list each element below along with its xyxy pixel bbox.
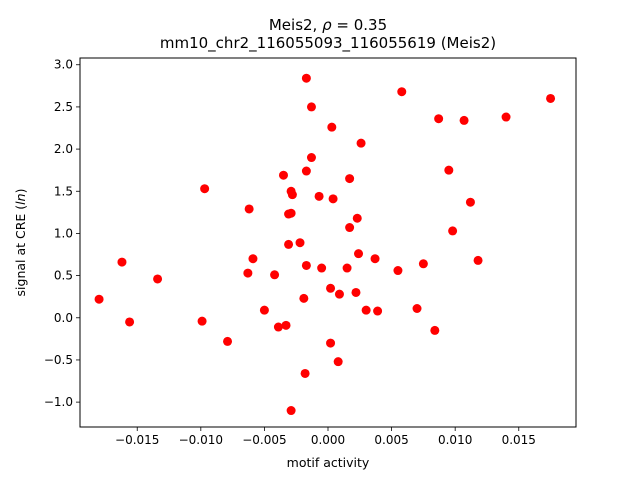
- scatter-point: [94, 294, 104, 304]
- scatter-point: [334, 289, 344, 299]
- scatter-point: [430, 325, 440, 335]
- scatter-point: [370, 254, 380, 264]
- scatter-point: [326, 338, 336, 348]
- scatter-point: [248, 254, 258, 264]
- scatter-point: [287, 190, 297, 200]
- scatter-point: [373, 306, 383, 316]
- scatter-point: [412, 303, 422, 313]
- scatter-point: [345, 174, 355, 184]
- scatter-point: [301, 166, 311, 176]
- scatter-point: [356, 138, 366, 148]
- scatter-point: [345, 223, 355, 233]
- scatter-point: [306, 153, 316, 163]
- scatter-point: [361, 305, 371, 315]
- title-rho: ρ: [322, 16, 332, 34]
- y-tick-label: −0.5: [44, 353, 73, 367]
- scatter-point: [281, 320, 291, 330]
- y-axis-label-suffix: ): [13, 189, 28, 194]
- scatter-point: [354, 249, 364, 259]
- scatter-point: [299, 293, 309, 303]
- scatter-point: [326, 283, 336, 293]
- scatter-point: [286, 208, 296, 218]
- scatter-point: [434, 114, 444, 124]
- scatter-point: [259, 305, 269, 315]
- scatter-point: [327, 122, 337, 132]
- scatter-point: [351, 287, 361, 297]
- x-tick-label: −0.005: [242, 433, 286, 447]
- scatter-point: [197, 316, 207, 326]
- x-tick-label: 0.005: [374, 433, 408, 447]
- scatter-point: [301, 73, 311, 83]
- scatter-point: [352, 213, 362, 223]
- x-tick-label: 0.010: [438, 433, 472, 447]
- scatter-point: [342, 263, 352, 273]
- scatter-point: [314, 191, 324, 201]
- scatter-point: [243, 268, 253, 278]
- y-tick-label: 2.5: [54, 100, 73, 114]
- y-tick-label: 1.0: [54, 226, 73, 240]
- scatter-point: [317, 263, 327, 273]
- y-tick-label: 3.0: [54, 58, 73, 72]
- y-tick-label: 1.5: [54, 184, 73, 198]
- y-axis-ticks: −1.0 −0.5 0.0 0.5 1.0 1.5 2.0 2.5 3.0: [44, 58, 80, 409]
- scatter-point: [459, 115, 469, 125]
- scatter-point: [418, 259, 428, 269]
- scatter-point: [473, 255, 483, 265]
- scatter-point: [393, 266, 403, 276]
- x-tick-label: −0.010: [179, 433, 223, 447]
- x-tick-label: 0.015: [502, 433, 536, 447]
- scatter-point: [306, 102, 316, 112]
- scatter-point: [501, 112, 511, 122]
- scatter-points: [94, 73, 556, 416]
- y-tick-label: 0.5: [54, 269, 73, 283]
- y-tick-label: 2.0: [54, 142, 73, 156]
- chart-title-line-2: mm10_chr2_116055093_116055619 (Meis2): [160, 34, 496, 53]
- x-axis-label: motif activity: [287, 455, 370, 470]
- scatter-point: [301, 260, 311, 270]
- title-suffix: = 0.35: [332, 16, 388, 34]
- scatter-point: [444, 165, 454, 175]
- scatter-point: [270, 270, 280, 280]
- scatter-point: [223, 336, 233, 346]
- scatter-point: [273, 322, 283, 332]
- scatter-point: [300, 368, 310, 378]
- scatter-point: [153, 274, 163, 284]
- y-axis-label-italic: ln: [13, 193, 28, 204]
- scatter-point: [333, 357, 343, 367]
- scatter-point: [448, 226, 458, 236]
- y-axis-label-prefix: signal at CRE (: [13, 205, 28, 297]
- x-tick-label: −0.015: [115, 433, 159, 447]
- y-tick-label: 0.0: [54, 311, 73, 325]
- y-tick-label: −1.0: [44, 395, 73, 409]
- scatter-point: [295, 238, 305, 248]
- scatter-point: [278, 170, 288, 180]
- scatter-point: [244, 204, 254, 214]
- y-axis-label: signal at CRE (ln): [13, 189, 28, 297]
- scatter-point: [284, 239, 294, 249]
- scatter-point: [200, 184, 210, 194]
- chart-title-line-1: Meis2, ρ = 0.35: [269, 16, 387, 34]
- x-axis-ticks: −0.015 −0.010 −0.005 0.000 0.005 0.010 0.015: [115, 427, 536, 447]
- scatter-point: [328, 194, 338, 204]
- scatter-point: [117, 257, 127, 267]
- scatter-point: [397, 87, 407, 97]
- scatter-point: [286, 406, 296, 416]
- scatter-point: [465, 197, 475, 207]
- scatter-point: [546, 93, 556, 103]
- x-tick-label: 0.000: [311, 433, 345, 447]
- scatter-point: [125, 317, 135, 327]
- title-prefix: Meis2,: [269, 16, 322, 34]
